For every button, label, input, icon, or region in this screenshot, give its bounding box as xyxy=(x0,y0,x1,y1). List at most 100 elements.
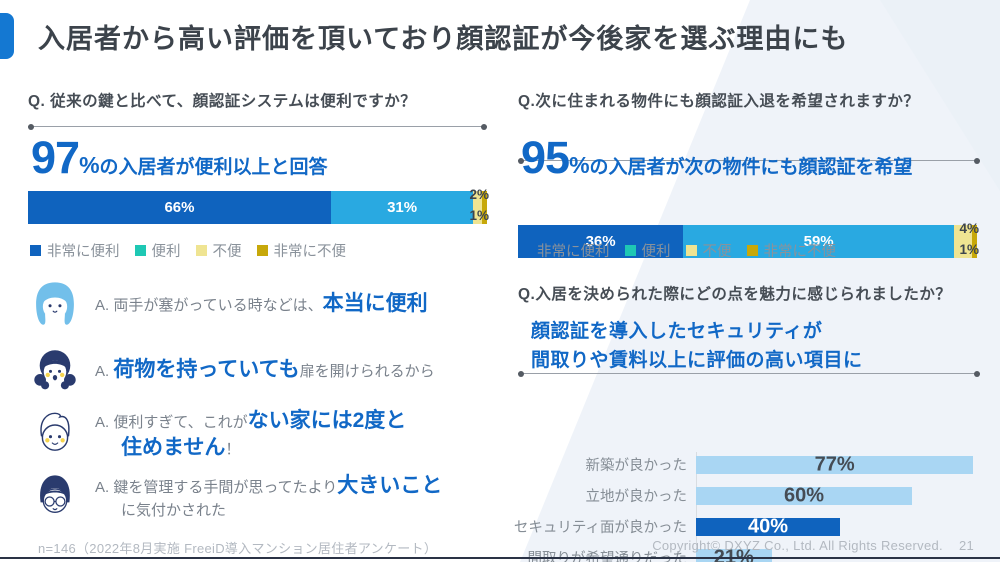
bar-segment: 66% xyxy=(28,191,331,224)
testimonial-highlight: ない家には2度と xyxy=(247,409,407,432)
bar-value-label: 2% xyxy=(469,187,489,202)
stat-next-property: 95%の入居者が次の物件にも顔認証を希望 xyxy=(521,132,913,184)
legend-swatch-icon xyxy=(30,245,41,256)
appeal-highlight-line2: 間取りや賃料以上に評価の高い項目に xyxy=(531,349,863,371)
testimonial-row: A. 荷物を持っていても扉を開けられるから xyxy=(28,343,478,397)
legend-item: 非常に便利 xyxy=(30,240,120,261)
divider-dot xyxy=(518,370,524,377)
legend-label: 非常に不便 xyxy=(273,244,347,260)
divider xyxy=(518,157,980,164)
testimonial-pre: A. xyxy=(95,363,114,381)
legend-swatch-icon xyxy=(256,245,268,256)
chart-row: セキュリティ面が良かった 40% xyxy=(510,511,990,542)
bar-value-label: 4% xyxy=(959,221,979,236)
legend-label: 便利 xyxy=(641,244,671,260)
testimonial-highlight-cont: 住めません xyxy=(121,436,226,460)
legend-label: 非常に便利 xyxy=(47,244,120,260)
legend-item: 便利 xyxy=(134,240,181,261)
page-number: 21 xyxy=(958,538,974,553)
chart-axis-line xyxy=(696,452,697,562)
testimonial-pre: A. 鍵を管理する手間が思ってたより xyxy=(95,479,338,497)
legend-item: 便利 xyxy=(624,240,671,261)
legend-item: 不便 xyxy=(195,240,242,261)
stat-convenience: 97%の入居者が便利以上と回答 xyxy=(31,132,328,184)
testimonial-post: に気付かされた xyxy=(121,501,227,519)
question-appeal: Q.入居を決められた際にどの点を魅力に感じられましたか？ xyxy=(518,286,952,303)
legend-swatch-icon xyxy=(134,245,146,256)
copyright-text: Copyright© DXYZ Co., Ltd. All Rights Res… xyxy=(652,538,943,553)
bar-segment: 31% xyxy=(330,191,474,224)
stacked-bar-chart-next-property: 36% 59% 4% 1% xyxy=(518,221,979,258)
category-label: 間取りが希望通りだった xyxy=(510,547,696,562)
testimonial-row: A. 鍵を管理する手間が思ってたより大きいこと に気付かされた xyxy=(28,470,478,524)
legend-swatch-icon xyxy=(685,245,697,256)
legend-swatch-icon xyxy=(195,245,207,256)
legend-swatch-icon xyxy=(624,245,636,256)
chart-bar: 40% xyxy=(696,515,840,537)
bar-value-label: 59% xyxy=(803,233,834,250)
page-title: 入居者から高い評価を頂いており顔認証が今後家を選ぶ理由にも xyxy=(38,23,849,54)
divider-dot xyxy=(518,157,524,164)
divider-dot xyxy=(481,123,487,130)
footer-rule xyxy=(0,557,1000,559)
question-next-property: Q.次に住まれる物件にも顔認証入退を希望されますか？ xyxy=(518,93,920,110)
stat-unit: % xyxy=(569,152,590,178)
legend-item: 非常に便利 xyxy=(520,240,610,261)
bar-segment xyxy=(482,191,487,224)
legend-label: 不便 xyxy=(702,244,732,260)
stat-value: 95 xyxy=(521,132,570,183)
avatar-woman-lightblue-icon xyxy=(36,282,74,325)
bar-value-label: 1% xyxy=(469,207,489,223)
stacked-bar-chart-convenience: 66% 31% 2% 1% xyxy=(28,187,489,224)
testimonial-pre: A. 両手が塞がっている時などは、 xyxy=(95,297,323,315)
stat-unit: % xyxy=(79,152,100,178)
bar-value-label: 1% xyxy=(959,241,979,257)
legend-item: 非常に不便 xyxy=(746,240,836,261)
category-label: 新築が良かった xyxy=(585,458,688,474)
chart-row: 新築が良かった 77% xyxy=(510,449,990,480)
legend-swatch-icon xyxy=(746,245,758,256)
testimonial-post: ！ xyxy=(225,441,241,459)
chart-plot-area: 40% xyxy=(696,515,990,537)
bar-segment xyxy=(954,225,973,258)
testimonial-pre: A. 便利すぎて、これが xyxy=(95,414,248,431)
avatar-man-glasses-icon xyxy=(40,474,70,513)
bar-value-label: 60% xyxy=(783,484,825,506)
testimonial-list: A. 両手が塞がっている時などは、本当に便利 A. 荷物を持っていても扉を開けら… xyxy=(28,277,478,524)
title-accent-bar xyxy=(0,13,14,59)
chart-row: 立地が良かった 60% xyxy=(510,480,990,511)
bar-outside-labels: 4% 1% xyxy=(959,219,979,261)
testimonial-text: A. 両手が塞がっている時などは、本当に便利 xyxy=(95,290,478,317)
stacked-bar-track: 36% 59% xyxy=(518,225,977,258)
divider xyxy=(28,123,487,130)
testimonial-row: A. 便利すぎて、これがない家には2度と 住めません！ xyxy=(28,407,478,462)
bar-segment: 59% xyxy=(683,225,955,258)
header: 入居者から高い評価を頂いており顔認証が今後家を選ぶ理由にも xyxy=(0,13,848,59)
divider-dot xyxy=(974,370,980,377)
question-convenience: Q. 従来の鍵と比べて、顔認証システムは便利ですか？ xyxy=(28,93,417,110)
bar-value-label: 40% xyxy=(747,515,789,537)
divider xyxy=(518,370,980,377)
avatar-man-outline-icon xyxy=(40,412,70,452)
testimonial-highlight: 本当に便利 xyxy=(322,292,428,316)
legend-label: 非常に便利 xyxy=(537,244,610,260)
appeal-bar-chart: 新築が良かった 77% 立地が良かった 60% セキュリティ面が良かった 40% 間取りが希… xyxy=(510,449,990,562)
legend-next-property: 非常に便利 便利 不便 非常に不便 xyxy=(520,240,851,261)
stat-text: の入居者が便利以上と回答 xyxy=(99,157,328,178)
legend-item: 非常に不便 xyxy=(256,240,347,261)
category-label: 立地が良かった xyxy=(585,489,688,505)
bar-value-label: 31% xyxy=(387,199,418,216)
bar-segment xyxy=(473,191,483,224)
survey-note: n=146（2022年8月実施 FreeiD導入マンション居住者アンケート） xyxy=(38,541,438,556)
testimonial-text: A. 荷物を持っていても扉を開けられるから xyxy=(95,356,478,383)
stat-value: 97 xyxy=(31,132,80,183)
testimonial-text: A. 便利すぎて、これがない家には2度と 住めません！ xyxy=(95,407,478,462)
stat-text: の入居者が次の物件にも顔認証を希望 xyxy=(589,157,913,178)
appeal-highlight-statement: 顔認証を導入したセキュリティが 間取りや賃料以上に評価の高い項目に xyxy=(531,318,971,375)
bar-value-label: 66% xyxy=(164,199,195,216)
testimonial-row: A. 両手が塞がっている時などは、本当に便利 xyxy=(28,277,478,331)
chart-bar: 60% xyxy=(696,484,912,506)
bar-value-label: 36% xyxy=(585,233,616,250)
chart-plot-area: 60% xyxy=(696,484,990,506)
